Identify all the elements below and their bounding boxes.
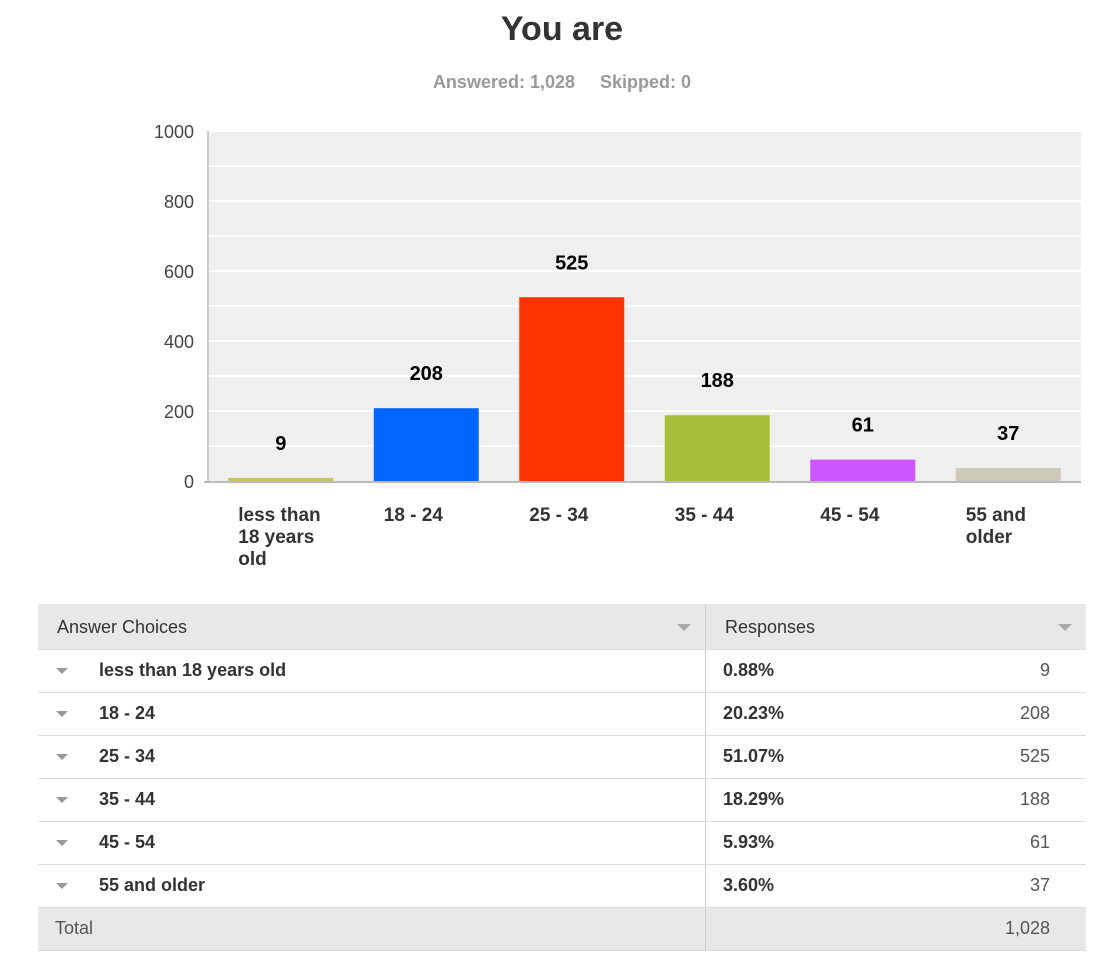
response-count: 37 bbox=[1029, 875, 1050, 895]
sort-caret-icon[interactable] bbox=[1058, 624, 1072, 631]
expand-caret-icon[interactable] bbox=[56, 883, 68, 889]
bar bbox=[955, 468, 1061, 481]
response-cell: 18.29% 188 bbox=[705, 778, 1086, 822]
response-percent: 18.29% bbox=[723, 789, 785, 809]
response-count: 61 bbox=[1029, 832, 1050, 852]
chart-title: You are bbox=[500, 10, 624, 48]
response-percent: 0.88% bbox=[723, 660, 775, 680]
answer-choice-cell: 55 and older bbox=[38, 864, 706, 908]
expand-caret-icon[interactable] bbox=[56, 711, 68, 717]
table-header-row: Answer Choices Responses bbox=[38, 604, 1086, 650]
data-label: 208 bbox=[410, 363, 443, 385]
response-count: 525 bbox=[1019, 746, 1050, 766]
data-label: 37 bbox=[997, 423, 1019, 445]
answer-choice-cell: 35 - 44 bbox=[38, 778, 706, 822]
expand-caret-icon[interactable] bbox=[56, 668, 68, 674]
answer-choice-label: 25 - 34 bbox=[99, 746, 156, 766]
answered-count: Answered: 1,028 bbox=[432, 72, 576, 92]
bar bbox=[519, 297, 625, 481]
x-tick-label: 45 - 54 bbox=[820, 505, 880, 526]
total-row: Total 1,028 bbox=[38, 907, 1086, 951]
table-row: 18 - 24 20.23% 208 bbox=[38, 692, 1086, 736]
response-percent: 51.07% bbox=[723, 746, 785, 766]
answer-choice-label: 45 - 54 bbox=[99, 832, 156, 852]
responses-table: Answer Choices Responses less than 18 ye… bbox=[38, 604, 1086, 951]
response-percent: 20.23% bbox=[723, 703, 785, 723]
y-tick-label: 200 bbox=[164, 402, 194, 422]
table-row: 25 - 34 51.07% 525 bbox=[38, 735, 1086, 779]
x-tick-label: 18 - 24 bbox=[384, 505, 444, 526]
sort-caret-icon[interactable] bbox=[677, 624, 691, 631]
answer-choice-cell: 25 - 34 bbox=[38, 735, 706, 779]
data-label: 61 bbox=[852, 415, 874, 437]
responses-header[interactable]: Responses bbox=[705, 604, 1086, 650]
answer-choice-label: 18 - 24 bbox=[99, 703, 156, 723]
y-tick-label: 600 bbox=[164, 262, 194, 282]
response-cell: 0.88% 9 bbox=[705, 649, 1086, 693]
total-label-cell: Total bbox=[38, 907, 706, 951]
answer-choice-label: 35 - 44 bbox=[99, 789, 156, 809]
response-count: 208 bbox=[1019, 703, 1050, 723]
response-cell: 20.23% 208 bbox=[705, 692, 1086, 736]
answer-choice-cell: 45 - 54 bbox=[38, 821, 706, 865]
skipped-count: Skipped: 0 bbox=[600, 72, 692, 92]
response-count: 188 bbox=[1019, 789, 1050, 809]
response-cell: 51.07% 525 bbox=[705, 735, 1086, 779]
x-tick-label: old bbox=[238, 549, 267, 570]
x-tick-label: less than bbox=[238, 505, 320, 526]
total-count: 1,028 bbox=[1004, 918, 1050, 938]
answer-choices-header-label: Answer Choices bbox=[57, 617, 188, 637]
bar bbox=[373, 408, 479, 481]
total-label: Total bbox=[55, 918, 94, 938]
answer-choice-cell: less than 18 years old bbox=[38, 649, 706, 693]
total-count-cell: 1,028 bbox=[705, 907, 1086, 951]
expand-caret-icon[interactable] bbox=[56, 754, 68, 760]
response-cell: 5.93% 61 bbox=[705, 821, 1086, 865]
answer-choice-cell: 18 - 24 bbox=[38, 692, 706, 736]
response-cell: 3.60% 37 bbox=[705, 864, 1086, 908]
y-tick-label: 400 bbox=[164, 332, 194, 352]
answer-choice-label: 55 and older bbox=[99, 875, 206, 895]
expand-caret-icon[interactable] bbox=[56, 797, 68, 803]
response-percent: 3.60% bbox=[723, 875, 775, 895]
bar bbox=[664, 415, 770, 481]
x-tick-label: 25 - 34 bbox=[529, 505, 589, 526]
table-row: 35 - 44 18.29% 188 bbox=[38, 778, 1086, 822]
bar bbox=[810, 459, 916, 481]
data-label: 188 bbox=[701, 370, 734, 392]
y-tick-label: 800 bbox=[164, 192, 194, 212]
answer-choice-label: less than 18 years old bbox=[99, 660, 287, 680]
x-tick-label: 35 - 44 bbox=[675, 505, 735, 526]
answer-choices-header[interactable]: Answer Choices bbox=[38, 604, 706, 650]
data-label: 525 bbox=[555, 252, 588, 274]
y-tick-label: 0 bbox=[184, 472, 194, 492]
responses-header-label: Responses bbox=[725, 617, 816, 637]
bar bbox=[228, 477, 334, 481]
data-label: 9 bbox=[275, 433, 286, 455]
y-tick-label: 1000 bbox=[154, 122, 194, 142]
x-tick-label: 55 and bbox=[966, 505, 1026, 526]
table-row: 55 and older 3.60% 37 bbox=[38, 864, 1086, 908]
x-tick-label: 18 years bbox=[238, 527, 314, 548]
response-percent: 5.93% bbox=[723, 832, 775, 852]
x-tick-label: older bbox=[966, 527, 1013, 548]
table-row: less than 18 years old 0.88% 9 bbox=[38, 649, 1086, 693]
response-count: 9 bbox=[1039, 660, 1050, 680]
response-summary: Answered: 1,028 Skipped: 0 bbox=[0, 72, 1096, 93]
table-row: 45 - 54 5.93% 61 bbox=[38, 821, 1086, 865]
expand-caret-icon[interactable] bbox=[56, 840, 68, 846]
